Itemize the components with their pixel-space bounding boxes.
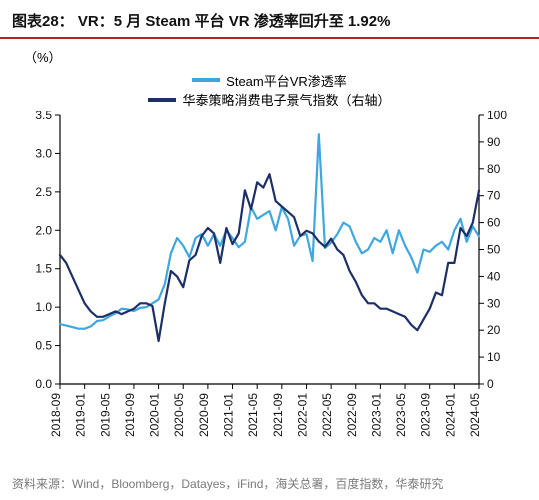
svg-text:2018-09: 2018-09	[49, 393, 63, 437]
svg-text:90: 90	[487, 135, 501, 149]
chart-area: （%） Steam平台VR渗透率 华泰策略消费电子景气指数（右轴） 0.0 0.5…	[18, 47, 521, 456]
footnote: 资料来源：Wind，Bloomberg，Datayes，iFind，海关总署，百…	[12, 476, 527, 492]
svg-text:2019-01: 2019-01	[74, 393, 88, 437]
legend-label-1: 华泰策略消费电子景气指数（右轴）	[182, 90, 390, 109]
svg-text:2024-05: 2024-05	[468, 393, 482, 437]
svg-text:60: 60	[487, 216, 501, 230]
svg-text:2021-01: 2021-01	[222, 393, 236, 437]
svg-text:2023-01: 2023-01	[369, 393, 383, 437]
svg-text:2019-05: 2019-05	[98, 393, 112, 437]
footnote-text: 资料来源：Wind，Bloomberg，Datayes，iFind，海关总署，百…	[12, 477, 443, 491]
svg-text:2019-09: 2019-09	[123, 393, 137, 437]
svg-text:2023-09: 2023-09	[419, 393, 433, 437]
svg-text:2020-01: 2020-01	[148, 393, 162, 437]
y-left-label: （%）	[24, 47, 521, 66]
svg-text:50: 50	[487, 243, 501, 257]
svg-text:10: 10	[487, 350, 501, 364]
svg-text:3.5: 3.5	[35, 111, 52, 122]
chart-title: 图表28： VR：5 月 Steam 平台 VR 渗透率回升至 1.92%	[0, 0, 539, 39]
svg-text:0: 0	[487, 377, 494, 391]
svg-text:2022-01: 2022-01	[295, 393, 309, 437]
svg-text:70: 70	[487, 189, 501, 203]
svg-text:0.0: 0.0	[35, 377, 52, 391]
legend-swatch-1	[148, 98, 176, 102]
chart-title-text: 图表28： VR：5 月 Steam 平台 VR 渗透率回升至 1.92%	[12, 13, 390, 30]
svg-text:2020-05: 2020-05	[172, 393, 186, 437]
svg-text:2020-09: 2020-09	[197, 393, 211, 437]
svg-text:2024-01: 2024-01	[443, 393, 457, 437]
svg-text:2022-09: 2022-09	[345, 393, 359, 437]
svg-text:0.5: 0.5	[35, 339, 52, 353]
svg-text:2022-05: 2022-05	[320, 393, 334, 437]
svg-text:100: 100	[487, 111, 507, 122]
svg-text:20: 20	[487, 323, 501, 337]
svg-text:3.0: 3.0	[35, 146, 52, 160]
line-chart: 0.0 0.5 1.0 1.5 2.0 2.5 3.0 3.5 0 10 20 30 40 50 60 70 8…	[18, 111, 521, 456]
legend: Steam平台VR渗透率 华泰策略消费电子景气指数（右轴）	[18, 70, 521, 109]
legend-swatch-0	[192, 78, 220, 82]
svg-text:1.0: 1.0	[35, 300, 52, 314]
svg-text:2021-05: 2021-05	[246, 393, 260, 437]
svg-text:2021-09: 2021-09	[271, 393, 285, 437]
svg-text:2.5: 2.5	[35, 185, 52, 199]
svg-text:40: 40	[487, 269, 501, 283]
svg-text:2.0: 2.0	[35, 223, 52, 237]
svg-text:30: 30	[487, 296, 501, 310]
legend-label-0: Steam平台VR渗透率	[226, 71, 347, 90]
svg-text:80: 80	[487, 162, 501, 176]
svg-text:2023-05: 2023-05	[394, 393, 408, 437]
svg-text:1.5: 1.5	[35, 262, 52, 276]
legend-item-1: 华泰策略消费电子景气指数（右轴）	[148, 90, 390, 109]
legend-item-0: Steam平台VR渗透率	[192, 71, 347, 90]
